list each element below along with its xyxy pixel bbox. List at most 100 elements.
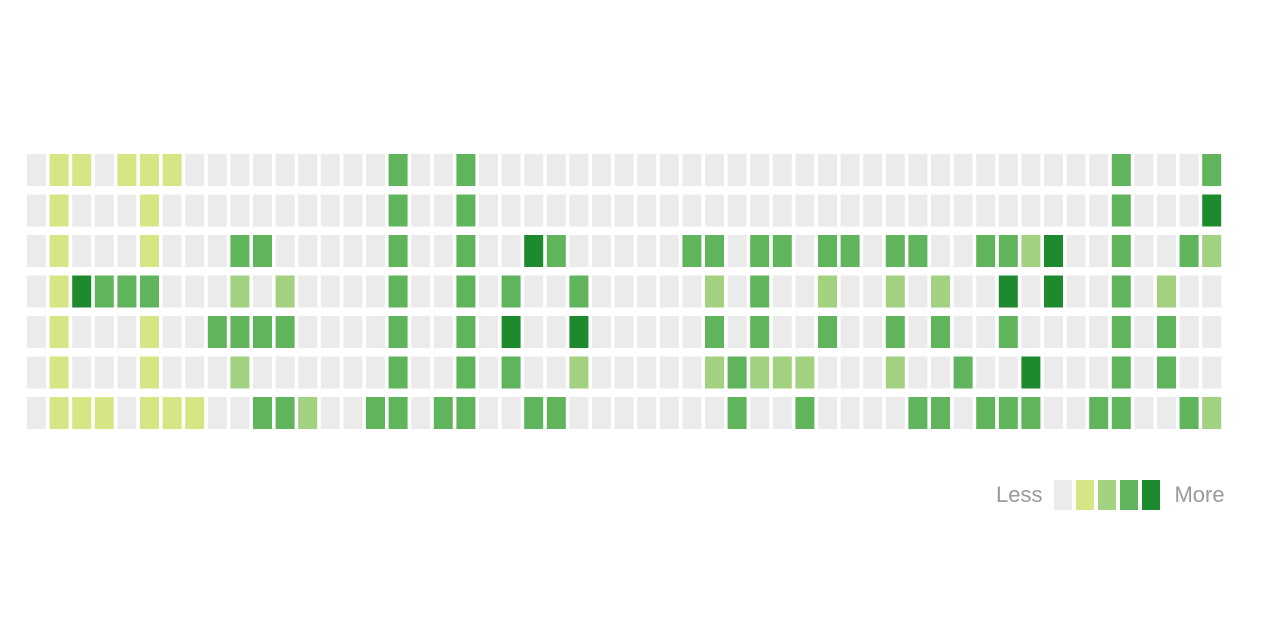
grid-cell xyxy=(1157,356,1176,389)
grid-cell xyxy=(72,316,92,348)
grid-cell xyxy=(72,235,92,267)
grid-cell xyxy=(27,154,46,186)
legend-less-label: Less xyxy=(996,482,1043,507)
grid-cell xyxy=(433,275,453,308)
grid-cell xyxy=(94,154,114,186)
grid-cell xyxy=(682,275,702,308)
grid-cell xyxy=(298,316,318,348)
grid-cell xyxy=(49,194,69,227)
grid-cell xyxy=(682,154,702,186)
grid-cell xyxy=(953,275,973,308)
grid-cell xyxy=(207,275,227,308)
grid-cell xyxy=(94,194,114,227)
grid-cell xyxy=(343,275,363,308)
grid-cell xyxy=(1021,194,1041,227)
grid-cell xyxy=(1134,275,1154,308)
grid-cell xyxy=(818,194,837,227)
grid-cell xyxy=(885,235,905,267)
grid-cell xyxy=(772,194,792,227)
grid-cell xyxy=(230,154,250,186)
grid-cell xyxy=(366,316,385,348)
grid-cell xyxy=(659,397,679,429)
grid-cell xyxy=(140,316,159,348)
grid-cell xyxy=(931,154,950,186)
grid-cell xyxy=(592,154,611,186)
grid-cell xyxy=(207,235,227,267)
grid-cell xyxy=(1044,154,1063,186)
grid-cell xyxy=(953,316,973,348)
grid-cell xyxy=(94,275,114,308)
grid-cell xyxy=(320,275,340,308)
grid-cell xyxy=(795,154,815,186)
grid-cell xyxy=(863,275,883,308)
grid-cell xyxy=(1021,275,1041,308)
grid-cell xyxy=(140,194,159,227)
grid-cell xyxy=(524,194,544,227)
grid-cell xyxy=(117,397,137,429)
grid-cell xyxy=(546,356,566,389)
grid-cell xyxy=(908,356,928,389)
grid-cell xyxy=(682,194,702,227)
grid-cell xyxy=(931,235,950,267)
grid-cell xyxy=(546,275,566,308)
grid-cell xyxy=(1134,194,1154,227)
grid-cell xyxy=(501,194,521,227)
grid-cell xyxy=(614,194,634,227)
grid-cell xyxy=(546,194,566,227)
grid-cell xyxy=(253,194,272,227)
grid-cell xyxy=(1044,194,1063,227)
grid-cell xyxy=(501,397,521,429)
grid-cell xyxy=(366,154,385,186)
grid-cell xyxy=(998,154,1018,186)
grid-cell xyxy=(1202,275,1222,308)
grid-cell xyxy=(185,194,205,227)
grid-cell xyxy=(998,194,1018,227)
grid-cell xyxy=(818,356,837,389)
grid-cell xyxy=(705,275,724,308)
grid-cell xyxy=(1179,194,1199,227)
grid-cell xyxy=(524,397,544,429)
grid-cell xyxy=(433,154,453,186)
grid-cell xyxy=(908,316,928,348)
grid-cell xyxy=(253,235,272,267)
grid-cell xyxy=(320,154,340,186)
grid-cell xyxy=(705,397,724,429)
grid-cell xyxy=(320,356,340,389)
grid-cell xyxy=(72,397,92,429)
grid-cell xyxy=(27,194,46,227)
grid-cell xyxy=(795,194,815,227)
grid-cell xyxy=(72,154,92,186)
grid-cell xyxy=(953,154,973,186)
grid-cell xyxy=(637,275,657,308)
grid-cell xyxy=(298,194,318,227)
grid-cell xyxy=(433,316,453,348)
grid-cell xyxy=(1044,397,1063,429)
grid-cell xyxy=(456,235,476,267)
grid-cell xyxy=(479,275,498,308)
grid-cell xyxy=(456,356,476,389)
grid-cell xyxy=(998,235,1018,267)
grid-cell xyxy=(727,356,747,389)
grid-cell xyxy=(140,235,159,267)
grid-cell xyxy=(1179,235,1199,267)
grid-cell xyxy=(320,397,340,429)
grid-cell xyxy=(298,154,318,186)
grid-cell xyxy=(1134,397,1154,429)
grid-cell xyxy=(1089,397,1109,429)
grid-cell xyxy=(976,356,996,389)
grid-cell xyxy=(931,194,950,227)
grid-cell xyxy=(682,356,702,389)
grid-cell xyxy=(1157,235,1176,267)
grid-cell xyxy=(569,154,589,186)
grid-cell xyxy=(1066,275,1086,308)
grid-cell xyxy=(863,316,883,348)
legend-swatch xyxy=(1142,480,1161,510)
grid-cell xyxy=(863,397,883,429)
grid-cell xyxy=(162,275,182,308)
grid-cell xyxy=(569,194,589,227)
grid-cell xyxy=(1089,316,1109,348)
grid-cell xyxy=(49,397,69,429)
grid-cell xyxy=(614,397,634,429)
grid-cell xyxy=(976,235,996,267)
grid-cell xyxy=(750,397,770,429)
